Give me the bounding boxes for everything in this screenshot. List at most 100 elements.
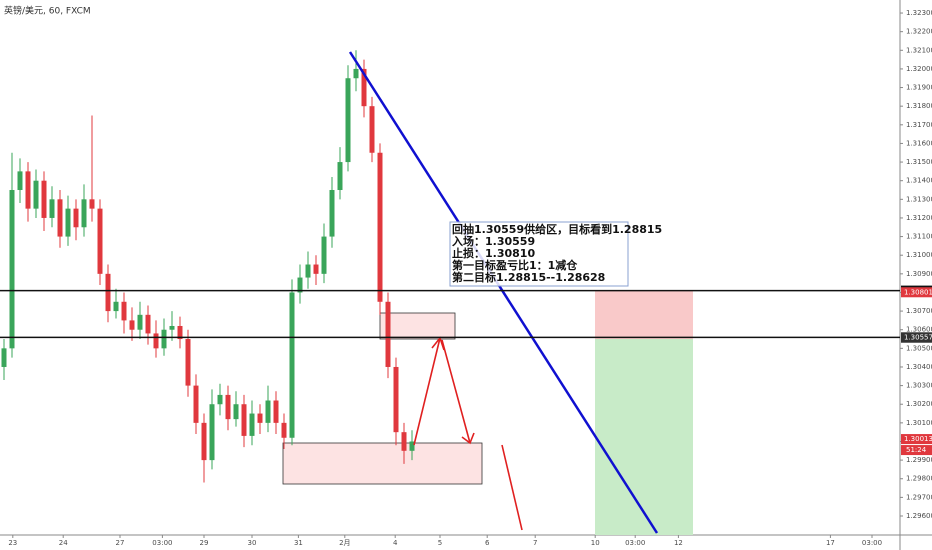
candle-body — [353, 68, 359, 79]
price-tag-label: 1.30801 — [904, 288, 932, 296]
x-tick-label: 10 — [591, 539, 600, 547]
countdown-tag — [901, 445, 932, 456]
candle-body — [337, 162, 343, 191]
x-tick-label: 31 — [294, 539, 303, 547]
candle-body — [161, 329, 167, 349]
candle-body — [257, 413, 263, 423]
candle-body — [369, 106, 375, 153]
demand-box — [282, 442, 483, 485]
candle-body — [273, 400, 279, 423]
candle-body — [289, 292, 295, 438]
candle-body — [137, 314, 143, 330]
y-tick-label: 1.30100 — [906, 419, 932, 427]
candle-body — [313, 264, 319, 274]
annotation-box — [449, 221, 629, 287]
candle-body — [385, 301, 391, 367]
candles — [1, 50, 415, 483]
candle-body — [41, 180, 47, 218]
candle-body — [201, 422, 207, 461]
x-tick-label: 4 — [393, 539, 398, 547]
annotation-line: 止损：1.30810 — [452, 246, 535, 260]
candle-body — [81, 199, 87, 228]
candle-body — [89, 199, 95, 209]
y-tick-label: 1.30700 — [906, 307, 932, 315]
candle-body — [265, 400, 271, 423]
candle-body — [97, 208, 103, 274]
x-tick-label: 6 — [485, 539, 490, 547]
supply-box — [379, 312, 456, 340]
annotation-line: 第一目标盈亏比1：1减仓 — [452, 258, 578, 272]
y-tick-label: 1.29900 — [906, 456, 932, 464]
candle-body — [209, 404, 215, 461]
candle-body — [281, 422, 287, 438]
countdown: 51:24 — [906, 446, 927, 454]
arrow-down — [441, 339, 471, 444]
candle-body — [321, 236, 327, 274]
candle-body — [113, 301, 119, 312]
y-tick-label: 1.31900 — [906, 84, 932, 92]
y-tick-label: 1.29600 — [906, 512, 932, 520]
candle-body — [393, 366, 399, 433]
x-tick-label: 17 — [826, 539, 835, 547]
x-tick-label: 03:00 — [625, 539, 645, 547]
arrow-head — [461, 432, 475, 445]
candle-body — [193, 385, 199, 423]
candle-body — [73, 208, 79, 228]
reward-zone — [595, 339, 693, 535]
y-tick-label: 1.31200 — [906, 214, 932, 222]
price-tag — [901, 434, 932, 445]
y-tick-label: 1.32300 — [906, 9, 932, 17]
candle-body — [65, 208, 71, 237]
x-tick-label: 7 — [533, 539, 537, 547]
candle-body — [33, 180, 39, 209]
annotation-line: 第二目标1.28815--1.28628 — [452, 270, 605, 284]
candle-body — [305, 264, 311, 278]
y-tick-label: 1.31000 — [906, 251, 932, 259]
annotation-line: 回抽1.30559供给区，目标看到1.28815 — [452, 222, 662, 236]
x-tick-label: 27 — [116, 539, 125, 547]
y-tick-label: 1.30500 — [906, 344, 932, 352]
candle-body — [177, 325, 183, 340]
annotation: 回抽1.30559供给区，目标看到1.28815 入场：1.30559 止损：1… — [449, 221, 662, 287]
arrow-line — [501, 444, 523, 531]
x-tick-label: 30 — [248, 539, 257, 547]
candle-body — [25, 171, 31, 209]
candle-body — [153, 333, 159, 349]
candle-body — [377, 152, 383, 302]
candle-body — [241, 404, 247, 436]
y-tick-label: 1.29700 — [906, 493, 932, 501]
y-tick-label: 1.30900 — [906, 270, 932, 278]
candle-body — [9, 190, 15, 349]
x-tick-label: 24 — [59, 539, 68, 547]
y-tick-label: 1.30400 — [906, 363, 932, 371]
price-tag — [901, 332, 932, 343]
candle-body — [329, 190, 335, 237]
candle-body — [401, 432, 407, 451]
x-tick-label: 03:00 — [862, 539, 882, 547]
y-tick-label: 1.32100 — [906, 46, 932, 54]
y-tick-label: 1.31600 — [906, 139, 932, 147]
y-tick-label: 1.32200 — [906, 28, 932, 36]
x-tick-label: 23 — [8, 539, 17, 547]
y-tick-label: 1.31800 — [906, 102, 932, 110]
y-tick-label: 1.31400 — [906, 177, 932, 185]
x-tick-label: 12 — [674, 539, 683, 547]
price-tag — [901, 287, 932, 298]
candle-body — [361, 68, 367, 107]
candle-body — [57, 199, 63, 237]
y-tick-label: 1.31500 — [906, 158, 932, 166]
candle-body — [345, 78, 351, 163]
chart-title: 英镑/美元, 60, FXCM — [4, 5, 91, 17]
candle-body — [233, 404, 239, 420]
candle-body — [225, 394, 231, 420]
arrow-up — [413, 337, 441, 446]
trend-line — [348, 51, 659, 534]
candle-body — [169, 325, 175, 330]
x-tick-label: 03:00 — [152, 539, 172, 547]
y-tick-label: 1.31100 — [906, 233, 932, 241]
y-tick-label: 1.32000 — [906, 65, 932, 73]
candle-body — [121, 301, 127, 321]
annotation-line: 入场：1.30559 — [452, 234, 535, 248]
